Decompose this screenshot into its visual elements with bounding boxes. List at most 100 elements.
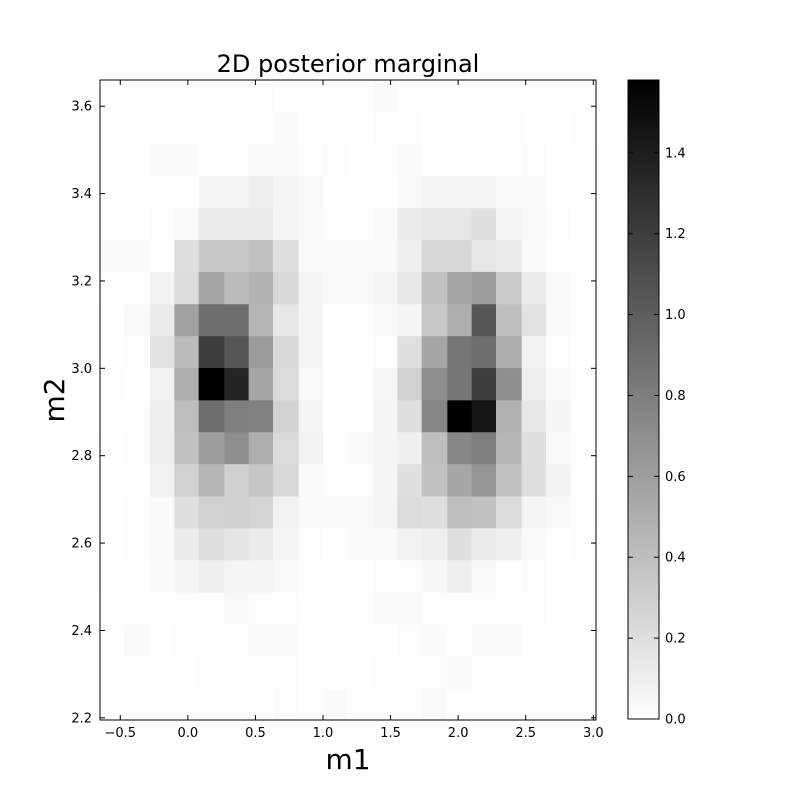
heatmap-cell (150, 335, 175, 369)
heatmap-cell (570, 495, 597, 529)
heatmap-cell (198, 431, 225, 465)
heatmap-cell (124, 431, 151, 465)
heatmap-cell (272, 271, 300, 305)
heatmap-cell (124, 495, 151, 529)
heatmap-cell (545, 655, 571, 689)
heatmap-cell (397, 111, 423, 144)
heatmap-cell (248, 143, 274, 176)
heatmap-cell (347, 143, 374, 176)
heatmap-cell (224, 527, 250, 561)
heatmap-cell (124, 271, 151, 305)
heatmap-cell (545, 623, 571, 657)
heatmap-cell (298, 399, 324, 433)
heatmap-cell (421, 431, 448, 465)
heatmap-cell (545, 495, 571, 529)
heatmap-cell (272, 143, 300, 176)
heatmap-cell (124, 655, 151, 689)
heatmap-cell (447, 463, 473, 497)
heatmap-cell (272, 623, 300, 657)
heatmap-cell (447, 175, 473, 209)
heatmap-cell (471, 559, 497, 593)
heatmap-cell (421, 463, 448, 497)
heatmap-cell (397, 495, 423, 529)
heatmap-cell (298, 303, 324, 337)
heatmap-cell (495, 303, 523, 337)
heatmap-cell (447, 271, 473, 305)
heatmap-cell (174, 335, 200, 369)
colorbar-ticks: 0.0 0.2 0.4 0.6 0.8 1.0 1.2 1.4 (628, 146, 686, 728)
heatmap-cell (421, 175, 448, 209)
heatmap-cell (495, 367, 523, 401)
heatmap-cell (323, 688, 348, 721)
heatmap-cell (100, 143, 125, 176)
heatmap-cell (495, 495, 523, 529)
heatmap-cell (323, 80, 348, 113)
heatmap-cell (298, 175, 324, 209)
heatmap-cell (198, 239, 225, 272)
heatmap-cell (298, 623, 324, 657)
heatmap-cell (570, 80, 597, 113)
heatmap-cell (248, 367, 274, 401)
heatmap-cell (248, 80, 274, 113)
heatmap-cell (150, 527, 175, 561)
heatmap-cell (471, 655, 497, 689)
heatmap-cell (248, 592, 274, 625)
heatmap-cell (447, 592, 473, 625)
x-tick-label: 2.5 (515, 726, 536, 741)
heatmap-cell (421, 623, 448, 657)
heatmap-cell (124, 335, 151, 369)
heatmap-cell (248, 431, 274, 465)
heatmap-cell (323, 111, 348, 144)
heatmap-cell (471, 688, 497, 721)
heatmap-cell (100, 80, 125, 113)
heatmap-cell (397, 207, 423, 241)
heatmap-cell (124, 239, 151, 272)
heatmap-cell (198, 80, 225, 113)
heatmap-cell (150, 80, 175, 113)
heatmap-cell (521, 143, 547, 176)
heatmap-cell (124, 399, 151, 433)
heatmap-cell (198, 559, 225, 593)
heatmap-cell (495, 80, 523, 113)
heatmap-cell (570, 592, 597, 625)
heatmap-cell (521, 592, 547, 625)
heatmap-cell (347, 623, 374, 657)
y-tick-label: 2.6 (71, 537, 92, 552)
heatmap-cell (174, 431, 200, 465)
plot-frame (99, 79, 597, 721)
heatmap-cell (272, 495, 300, 529)
heatmap-cell (347, 399, 374, 433)
heatmap-cell (174, 495, 200, 529)
heatmap-cells (100, 80, 597, 721)
heatmap-cell (521, 175, 547, 209)
heatmap-cell (100, 463, 125, 497)
heatmap-cell (570, 239, 597, 272)
heatmap-cell (323, 559, 348, 593)
colorbar-tick-label: 0.6 (665, 470, 686, 485)
heatmap-cell (545, 367, 571, 401)
heatmap-cell (521, 655, 547, 689)
heatmap-cell (421, 688, 448, 721)
heatmap-cell (347, 431, 374, 465)
heatmap-cell (224, 111, 250, 144)
heatmap-cell (421, 111, 448, 144)
heatmap-cell (373, 271, 398, 305)
heatmap-cell (447, 80, 473, 113)
heatmap-cell (521, 367, 547, 401)
heatmap-cell (471, 143, 497, 176)
heatmap-cell (323, 431, 348, 465)
heatmap-cell (198, 143, 225, 176)
heatmap-cell (545, 80, 571, 113)
heatmap-cell (323, 335, 348, 369)
heatmap-cell (373, 367, 398, 401)
y-axis-label: m2 (38, 377, 71, 422)
heatmap-cell (248, 303, 274, 337)
heatmap-cell (495, 335, 523, 369)
heatmap-cell (298, 111, 324, 144)
y-tick-label: 2.4 (71, 624, 92, 639)
heatmap-cell (397, 623, 423, 657)
heatmap-cell (521, 335, 547, 369)
heatmap-cell (570, 688, 597, 721)
x-tick-label: 1.0 (313, 726, 334, 741)
heatmap-cell (150, 239, 175, 272)
